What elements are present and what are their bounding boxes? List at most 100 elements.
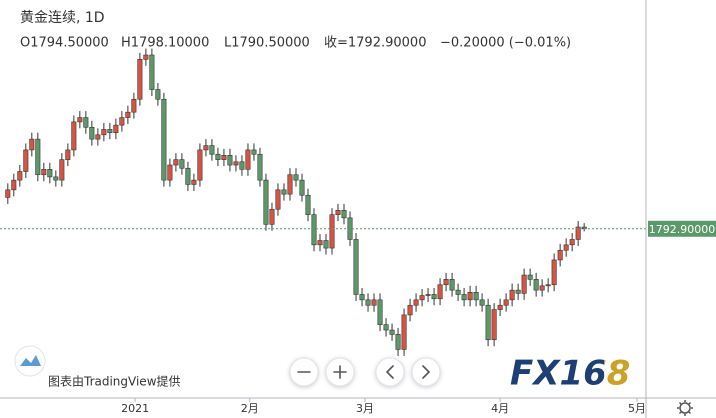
candle-body: [215, 153, 221, 160]
candle-body: [5, 189, 11, 198]
candle-body: [383, 324, 389, 331]
logo-circle: [14, 345, 46, 377]
candle-body: [527, 274, 533, 280]
candle-body: [317, 240, 323, 246]
candle-body: [17, 171, 23, 181]
candle-body: [563, 244, 569, 251]
candle-body: [143, 54, 149, 60]
candle-body: [233, 161, 239, 166]
candle-body: [209, 145, 215, 155]
symbol-title: 黄金连续, 1D: [20, 9, 105, 26]
candle-body: [257, 153, 263, 181]
candle-body: [263, 179, 269, 225]
branding-logo: FX168: [510, 354, 630, 394]
candle-body: [425, 294, 431, 296]
candle-body: [323, 240, 329, 249]
tv-logo[interactable]: [14, 345, 46, 377]
candle-body: [305, 194, 311, 215]
last-price-badge: [648, 220, 716, 237]
candle-body: [311, 214, 317, 246]
x-tick-label: 5月: [628, 402, 646, 415]
candle-body: [179, 159, 185, 169]
x-tick-label: 2021: [121, 402, 149, 415]
candle-body: [485, 304, 491, 341]
candle-body: [401, 314, 407, 350]
candle-body: [299, 179, 305, 196]
candle-body: [509, 289, 515, 301]
candle-body: [41, 169, 47, 176]
candle-body: [407, 304, 413, 316]
candle-body: [335, 210, 341, 215]
ohlc-low: L1790.50000: [224, 36, 310, 51]
candle-body: [473, 291, 479, 301]
candle-body: [479, 299, 485, 306]
candle-body: [377, 299, 383, 325]
candle-body: [293, 174, 299, 181]
candle-body: [95, 134, 101, 140]
candle-body: [419, 295, 425, 301]
candle-body: [365, 299, 371, 306]
candle-body: [167, 164, 173, 181]
candle-body: [137, 59, 143, 100]
candle-body: [389, 329, 395, 335]
candle-body: [503, 299, 509, 306]
last-price-label: 1792.90000: [649, 223, 715, 236]
ohlc-high: H1798.10000: [121, 36, 209, 51]
candle-body: [245, 149, 251, 170]
candle-body: [329, 214, 335, 249]
candle-body: [281, 189, 287, 195]
candle-body: [125, 111, 131, 118]
candle-body: [71, 121, 77, 151]
candle-body: [467, 291, 473, 301]
candle-body: [59, 159, 65, 181]
candle-body: [443, 279, 449, 286]
scroll-right-button[interactable]: [411, 357, 441, 387]
candle-body: [395, 334, 401, 350]
candle-body: [173, 159, 179, 166]
candle-body: [119, 117, 125, 126]
candle-body: [47, 169, 53, 178]
candle-body: [449, 279, 455, 291]
candle-body: [35, 138, 41, 176]
candle-body: [551, 259, 557, 286]
candle-body: [557, 249, 563, 261]
candle-body: [23, 149, 29, 172]
candle-body: [461, 294, 467, 301]
candle-body: [287, 174, 293, 195]
ohlc-close: 收=1792.90000: [324, 36, 426, 51]
zoom-in-button[interactable]: [325, 357, 355, 387]
candle-body: [29, 138, 35, 151]
candle-body: [359, 294, 365, 301]
candle-body: [185, 167, 191, 185]
candle-body: [203, 145, 209, 151]
candle-body: [431, 294, 437, 300]
candle-body: [455, 289, 461, 295]
candle-body: [545, 284, 551, 287]
attribution[interactable]: 图表由TradingView提供: [48, 374, 181, 389]
candle-body: [275, 189, 281, 210]
plot-area: [0, 48, 646, 356]
candle-body: [65, 149, 71, 160]
candle-body: [569, 239, 575, 246]
candle-body: [131, 98, 137, 113]
zoom-out-button[interactable]: [289, 357, 319, 387]
candle-body: [101, 129, 107, 136]
candle-body: [413, 299, 419, 306]
candle-body: [113, 124, 119, 133]
candle-body: [575, 226, 581, 240]
candle-body: [515, 289, 521, 294]
candle-body: [353, 239, 359, 295]
candle-body: [197, 149, 203, 181]
candle-body: [533, 279, 539, 291]
candle-body: [539, 285, 545, 291]
candle-body: [227, 155, 233, 166]
candle-body: [221, 155, 227, 160]
scroll-left-button[interactable]: [375, 357, 405, 387]
candle-body: [269, 208, 275, 225]
candle-body: [437, 284, 443, 300]
settings-button[interactable]: [677, 400, 693, 416]
candle-body: [89, 126, 95, 140]
candle-body: [491, 309, 497, 341]
